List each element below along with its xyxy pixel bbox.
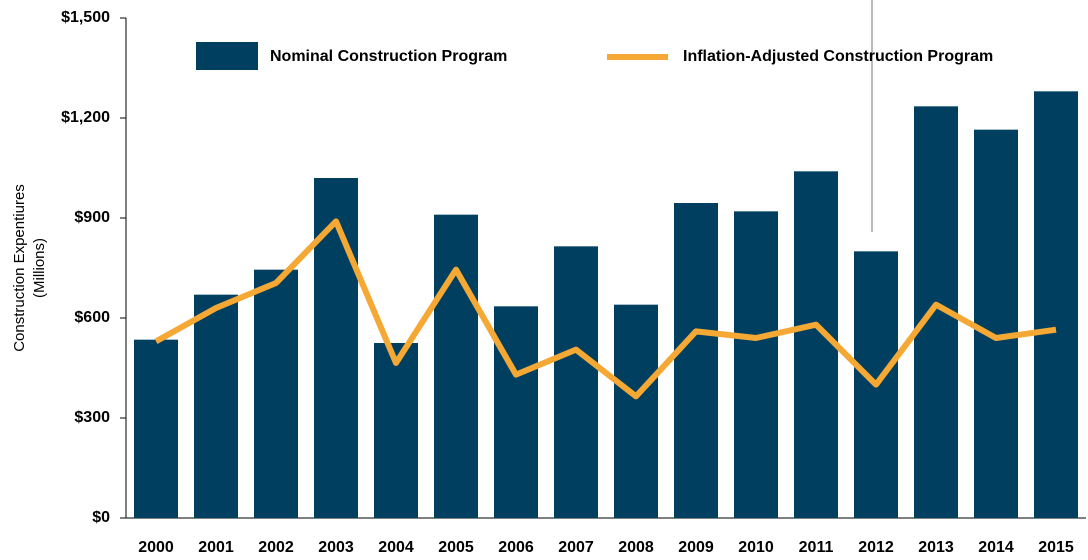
bar: [674, 203, 718, 518]
x-tick-label: 2010: [738, 539, 774, 556]
bar: [734, 211, 778, 519]
bar: [974, 129, 1018, 518]
bar: [194, 294, 238, 518]
x-tick-label: 2006: [498, 539, 534, 556]
x-tick-label: 2002: [258, 539, 294, 556]
legend-label: Inflation-Adjusted Construction Program: [683, 48, 993, 65]
x-tick-label: 2001: [198, 539, 234, 556]
bar: [1034, 91, 1078, 518]
x-tick-label: 2015: [1038, 539, 1074, 556]
bar: [374, 343, 418, 518]
y-tick-label: $300: [74, 409, 110, 426]
x-tick-label: 2005: [438, 539, 474, 556]
bar: [554, 246, 598, 519]
x-tick-label: 2000: [138, 539, 174, 556]
bar: [254, 269, 298, 518]
legend-label: Nominal Construction Program: [270, 48, 507, 65]
x-tick-label: 2012: [858, 539, 894, 556]
bar: [794, 171, 838, 519]
x-tick-label: 2007: [558, 539, 594, 556]
x-tick-label: 2011: [799, 539, 834, 556]
y-tick-label: $900: [74, 209, 110, 226]
x-tick-label: 2004: [378, 539, 414, 556]
y-tick-label: $600: [74, 309, 110, 326]
bar: [494, 306, 538, 518]
legend-swatch: [196, 42, 258, 70]
bar: [134, 339, 178, 518]
y-tick-label: $0: [92, 509, 110, 526]
line: [154, 218, 1057, 400]
y-axis-label: (Millions): [31, 238, 48, 298]
bar: [434, 214, 478, 518]
x-tick-label: 2003: [318, 539, 354, 556]
x-tick-label: 2013: [918, 539, 954, 556]
x-tick-label: 2009: [678, 539, 714, 556]
y-tick-label: $1,500: [61, 9, 110, 26]
y-tick-label: $1,200: [61, 109, 110, 126]
bar: [614, 304, 658, 518]
x-tick-label: 2008: [618, 539, 654, 556]
x-tick-label: 2014: [978, 539, 1014, 556]
y-axis-label: Construction Expentiures: [11, 184, 28, 352]
